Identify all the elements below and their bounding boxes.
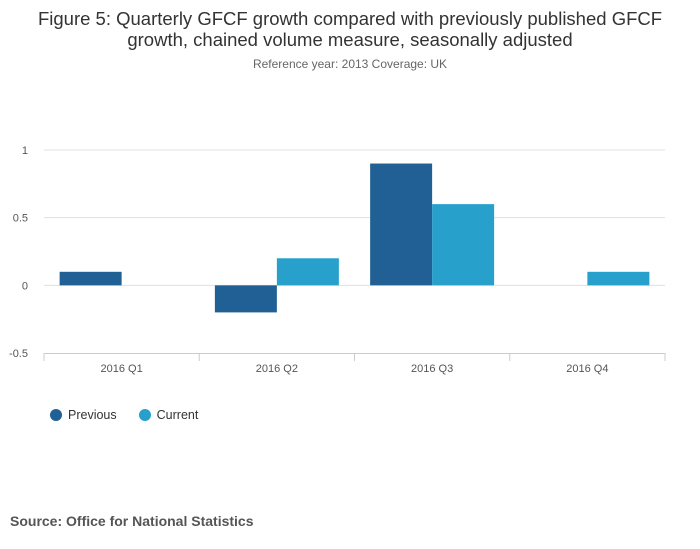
source-note: Source: Office for National Statistics [10, 513, 254, 529]
legend-label-current: Current [156, 408, 199, 422]
y-tick-label: 0 [22, 280, 28, 292]
x-tick-label: 2016 Q3 [411, 363, 453, 375]
bar-previous-2016-q1 [59, 271, 122, 286]
x-tick-label: 2016 Q2 [256, 363, 298, 375]
x-tick-label: 2016 Q4 [566, 363, 608, 375]
x-tick-label: 2016 Q1 [101, 363, 143, 375]
bar-chart: 1 0.5 0 -0.5 2016 Q1 2016 Q2 2016 Q3 2016 Q4 [9, 145, 666, 375]
y-tick-label: 1 [22, 145, 28, 157]
legend-item-current[interactable]: Current [138, 408, 199, 422]
legend-item-previous[interactable]: Previous [50, 408, 117, 422]
chart-subtitle: Reference year: 2013 Coverage: UK [252, 57, 448, 71]
chart-title: Figure 5: Quarterly GFCF growth compared… [0, 8, 700, 50]
y-tick-label: -0.5 [9, 348, 28, 360]
chart-title-line1: Figure 5: Quarterly GFCF growth compared… [37, 8, 663, 29]
bar-current-2016-q2 [276, 258, 339, 286]
bar-current-2016-q3 [432, 204, 495, 286]
chart-title-line2: growth, chained volume measure, seasonal… [127, 29, 573, 50]
legend: Previous Current [50, 408, 198, 422]
legend-swatch-previous [50, 409, 62, 421]
legend-swatch-current [138, 409, 151, 421]
bar-previous-2016-q2 [214, 285, 277, 313]
y-tick-label: 0.5 [13, 213, 28, 225]
bar-previous-2016-q3 [370, 163, 433, 286]
bar-current-2016-q4 [587, 271, 650, 286]
legend-label-previous: Previous [68, 408, 117, 422]
